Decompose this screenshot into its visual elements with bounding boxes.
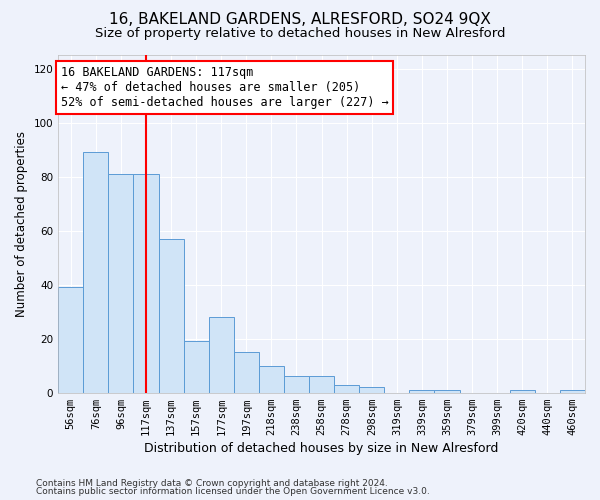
Bar <box>334 384 359 392</box>
Bar <box>434 390 460 392</box>
Bar <box>133 174 158 392</box>
Bar <box>158 238 184 392</box>
Text: Contains HM Land Registry data © Crown copyright and database right 2024.: Contains HM Land Registry data © Crown c… <box>36 478 388 488</box>
Y-axis label: Number of detached properties: Number of detached properties <box>15 131 28 317</box>
Bar <box>209 317 234 392</box>
Bar <box>83 152 109 392</box>
Bar <box>259 366 284 392</box>
Text: 16 BAKELAND GARDENS: 117sqm
← 47% of detached houses are smaller (205)
52% of se: 16 BAKELAND GARDENS: 117sqm ← 47% of det… <box>61 66 388 109</box>
Bar <box>560 390 585 392</box>
Bar <box>284 376 309 392</box>
X-axis label: Distribution of detached houses by size in New Alresford: Distribution of detached houses by size … <box>145 442 499 455</box>
Text: Contains public sector information licensed under the Open Government Licence v3: Contains public sector information licen… <box>36 487 430 496</box>
Bar <box>510 390 535 392</box>
Bar <box>234 352 259 393</box>
Bar <box>109 174 133 392</box>
Bar <box>409 390 434 392</box>
Bar <box>58 288 83 393</box>
Bar <box>309 376 334 392</box>
Text: Size of property relative to detached houses in New Alresford: Size of property relative to detached ho… <box>95 28 505 40</box>
Bar <box>359 388 385 392</box>
Bar <box>184 342 209 392</box>
Text: 16, BAKELAND GARDENS, ALRESFORD, SO24 9QX: 16, BAKELAND GARDENS, ALRESFORD, SO24 9Q… <box>109 12 491 28</box>
